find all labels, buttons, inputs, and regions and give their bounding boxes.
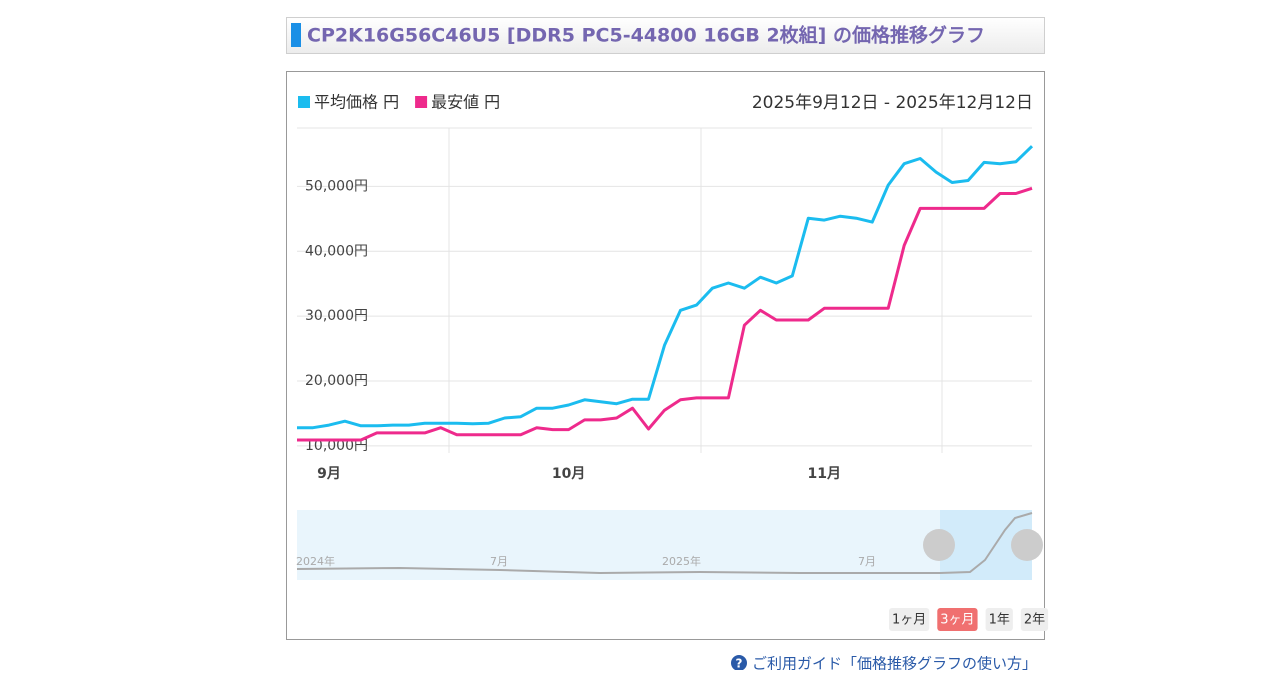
help-icon-mark: ? <box>736 657 743 671</box>
header-marker <box>291 23 301 47</box>
header-title: CP2K16G56C46U5 [DDR5 PC5-44800 16GB 2枚組]… <box>307 24 985 47</box>
range-button-label[interactable]: 1ヶ月 <box>892 613 926 628</box>
range-button[interactable] <box>1020 608 1049 631</box>
chart-subtitle: 2025年9月12日 - 2025年12月12日 <box>752 93 1033 113</box>
navigator[interactable] <box>297 510 1032 580</box>
range-button-label[interactable]: 2年 <box>1024 613 1045 628</box>
legend-swatch <box>415 96 428 108</box>
x-tick-label: 9月 <box>317 466 341 482</box>
y-tick-label: 50,000円 <box>305 178 368 194</box>
y-tick-label: 40,000円 <box>305 243 368 259</box>
navigator-label: 2024年 <box>296 554 335 568</box>
navigator-label: 7月 <box>858 555 876 568</box>
help-icon <box>731 655 747 671</box>
x-tick-label: 10月 <box>552 466 585 482</box>
x-tick-label: 11月 <box>808 466 841 482</box>
navigator-line <box>296 512 1033 575</box>
series-line <box>297 186 1033 442</box>
legend-label[interactable]: 最安値 円 <box>431 93 500 112</box>
navigator-label: 2025年 <box>662 554 701 568</box>
guide-link[interactable]: ご利用ガイド「価格推移グラフの使い方」 <box>752 655 1037 673</box>
header-box <box>286 17 1045 54</box>
range-button-label[interactable]: 1年 <box>989 613 1010 628</box>
navigator-handle[interactable] <box>923 529 955 561</box>
navigator-label: 7月 <box>490 555 508 568</box>
navigator-handle[interactable] <box>1011 529 1043 561</box>
y-tick-label: 20,000円 <box>305 373 368 389</box>
y-tick-label: 10,000円 <box>305 438 368 454</box>
range-button[interactable] <box>985 608 1013 631</box>
legend-label[interactable]: 平均価格 円 <box>314 93 399 112</box>
range-button[interactable] <box>889 608 930 631</box>
y-tick-label: 30,000円 <box>305 308 368 324</box>
series-line <box>297 145 1034 430</box>
range-button-label[interactable]: 3ヶ月 <box>940 613 974 628</box>
legend-swatch <box>298 96 310 108</box>
range-button[interactable] <box>937 608 978 631</box>
